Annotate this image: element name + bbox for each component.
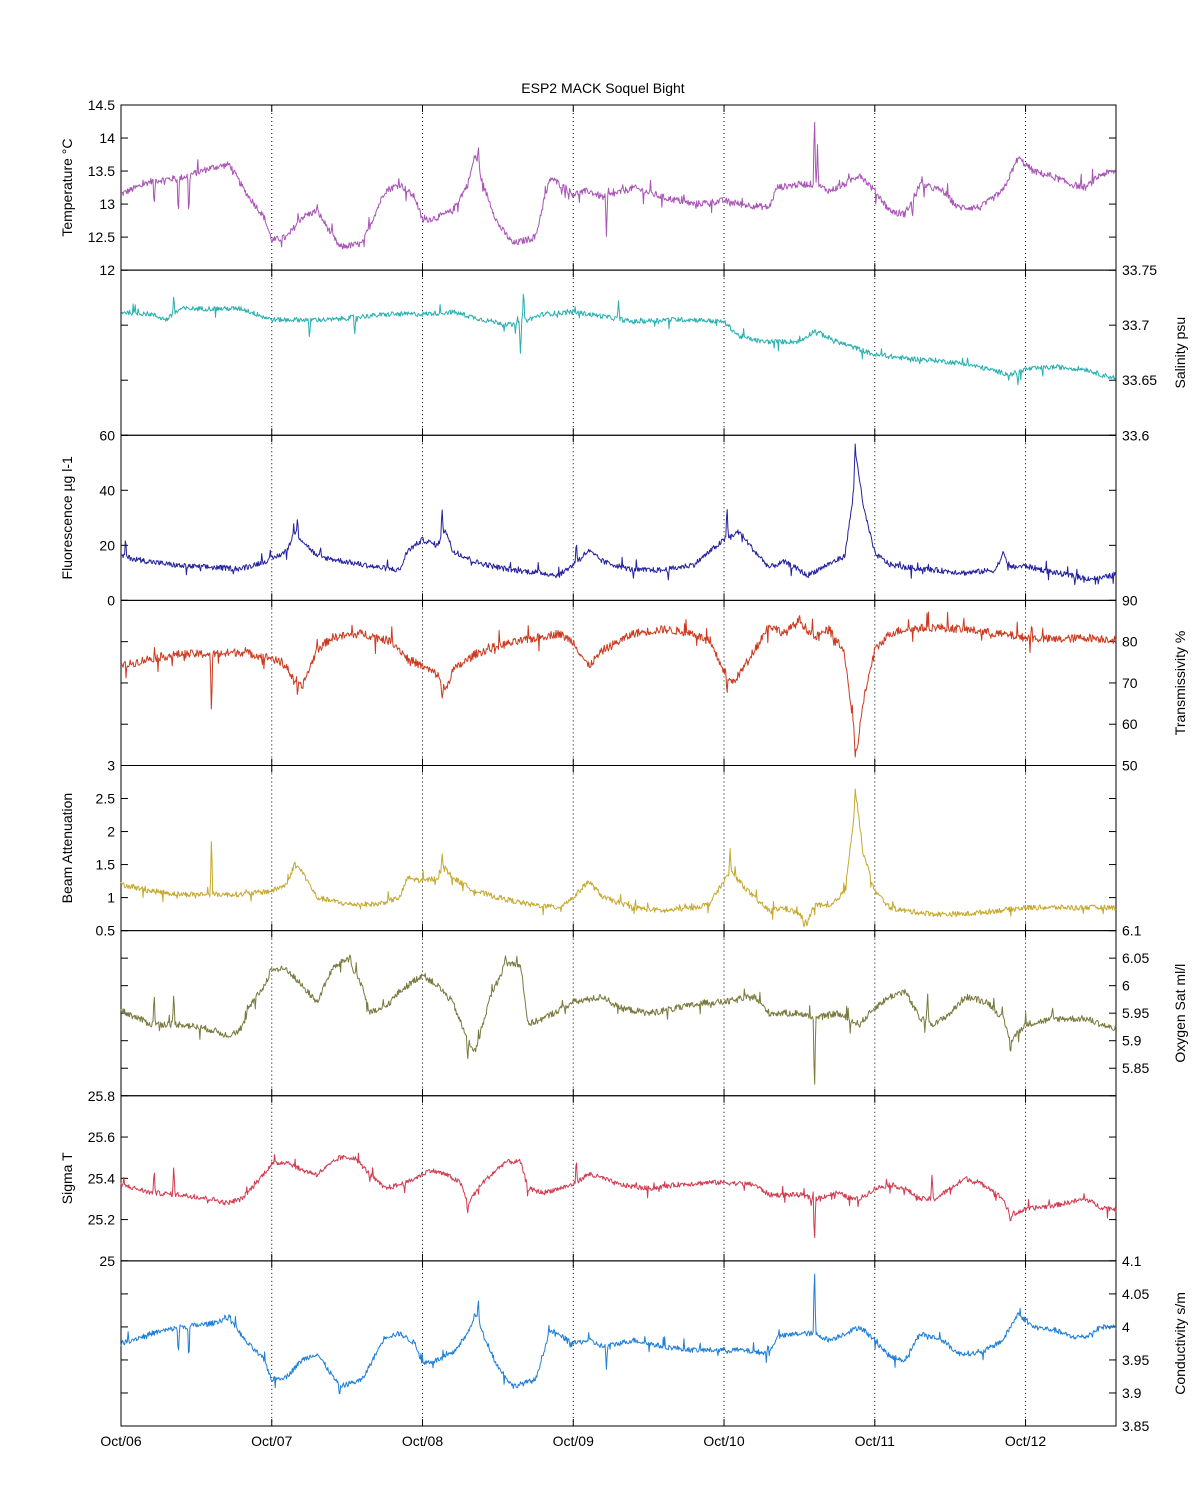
y-tick-label: 60 (99, 427, 115, 443)
y-tick-label: 6 (1122, 978, 1130, 994)
y-tick-label: 0.5 (96, 923, 116, 939)
panel-frame (120, 930, 1117, 1097)
x-tick-label: Oct/12 (1005, 1433, 1046, 1449)
y-tick-label: 60 (1122, 716, 1138, 732)
series-line-beam_attenuation (120, 788, 1117, 928)
panel-frame (120, 765, 1117, 932)
y-tick-label: 2.5 (96, 791, 116, 807)
x-tick-label: Oct/11 (855, 1433, 895, 1449)
y-tick-label: 5.95 (1122, 1005, 1149, 1021)
y-axis-label: Salinity psu (1172, 317, 1188, 389)
y-tick-label: 90 (1122, 592, 1138, 608)
y-tick-label: 3.95 (1122, 1352, 1149, 1368)
y-tick-label: 33.7 (1122, 317, 1149, 333)
y-tick-label: 33.65 (1122, 372, 1157, 388)
y-tick-label: 3.9 (1122, 1385, 1142, 1401)
series-line-conductivity (120, 1273, 1117, 1395)
y-tick-label: 13 (99, 196, 115, 212)
series-line-sigma_t (120, 1152, 1117, 1238)
y-tick-label: 25.8 (88, 1088, 115, 1104)
x-tick-label: Oct/09 (553, 1433, 594, 1449)
y-tick-label: 70 (1122, 675, 1138, 691)
y-tick-label: 3.85 (1122, 1418, 1149, 1434)
panel-frame (120, 599, 1117, 766)
y-axis-label: Transmissivity % (1172, 631, 1188, 736)
y-tick-label: 14 (99, 130, 115, 146)
y-tick-label: 1 (107, 890, 115, 906)
y-tick-label: 12 (99, 262, 115, 278)
y-tick-label: 0 (107, 592, 115, 608)
panel-fluorescence: 0 20 40 60 Fluorescence µg l-1 (59, 427, 1117, 608)
y-tick-label: 33.75 (1122, 262, 1157, 278)
y-tick-label: 6.1 (1122, 923, 1142, 939)
y-tick-label: 80 (1122, 634, 1138, 650)
y-tick-label: 4 (1122, 1319, 1130, 1335)
series-line-salinity (120, 293, 1117, 386)
y-tick-label: 2 (107, 824, 115, 840)
y-tick-label: 40 (99, 482, 115, 498)
y-axis-label: Oxygen Sat ml/l (1172, 964, 1188, 1063)
y-tick-label: 4.05 (1122, 1286, 1149, 1302)
y-tick-label: 50 (1122, 758, 1138, 774)
series-line-transmissivity (120, 611, 1117, 758)
panel-oxygen_sat: 5.85 5.9 5.95 6 6.05 6.1 Oxygen Sat ml/l (120, 923, 1188, 1097)
y-tick-label: 5.9 (1122, 1033, 1142, 1049)
panel-sigma_t: 25 25.2 25.4 25.6 25.8 Sigma T (59, 1088, 1117, 1269)
series-line-oxygen_sat (120, 954, 1117, 1085)
y-tick-label: 33.6 (1122, 427, 1149, 443)
panel-frame (120, 104, 1117, 271)
y-axis-label: Conductivity s/m (1172, 1292, 1188, 1395)
panel-transmissivity: 50 60 70 80 90 Transmissivity % (120, 592, 1188, 774)
x-tick-label: Oct/07 (251, 1433, 292, 1449)
panel-frame (120, 1260, 1117, 1427)
x-tick-label: Oct/06 (100, 1433, 141, 1449)
series-line-fluorescence (120, 443, 1117, 586)
y-tick-label: 25 (99, 1253, 115, 1269)
y-tick-label: 4.1 (1122, 1253, 1142, 1269)
panel-salinity: 33.6 33.65 33.7 33.75 Salinity psu (120, 262, 1188, 443)
y-tick-label: 20 (99, 537, 115, 553)
panel-frame (120, 269, 1117, 436)
panel-beam_attenuation: 0.5 1 1.5 2 2.5 3 Beam Attenuation (59, 758, 1117, 939)
y-tick-label: 25.2 (88, 1212, 115, 1228)
y-tick-label: 6.05 (1122, 950, 1149, 966)
panel-conductivity: 3.85 3.9 3.95 4 4.05 4.1 Conductivity s/m (120, 1253, 1188, 1434)
y-tick-label: 25.4 (88, 1170, 115, 1186)
y-tick-label: 13.5 (88, 163, 115, 179)
panel-temperature: 12 12.5 13 13.5 14 14.5 Temperature °C (59, 97, 1117, 278)
y-tick-label: 12.5 (88, 229, 115, 245)
x-tick-label: Oct/10 (703, 1433, 744, 1449)
panel-frame (120, 434, 1117, 601)
y-tick-label: 3 (107, 758, 115, 774)
y-axis-label: Temperature °C (59, 138, 75, 236)
y-axis-label: Fluorescence µg l-1 (59, 456, 75, 579)
y-tick-label: 5.85 (1122, 1060, 1149, 1076)
x-tick-label: Oct/08 (402, 1433, 443, 1449)
y-axis-label: Sigma T (59, 1152, 75, 1204)
chart-title: ESP2 MACK Soquel Bight (521, 80, 685, 96)
series-line-temperature (120, 121, 1117, 250)
y-tick-label: 25.6 (88, 1129, 115, 1145)
y-tick-label: 14.5 (88, 97, 115, 113)
y-axis-label: Beam Attenuation (59, 793, 75, 904)
y-tick-label: 1.5 (96, 857, 116, 873)
